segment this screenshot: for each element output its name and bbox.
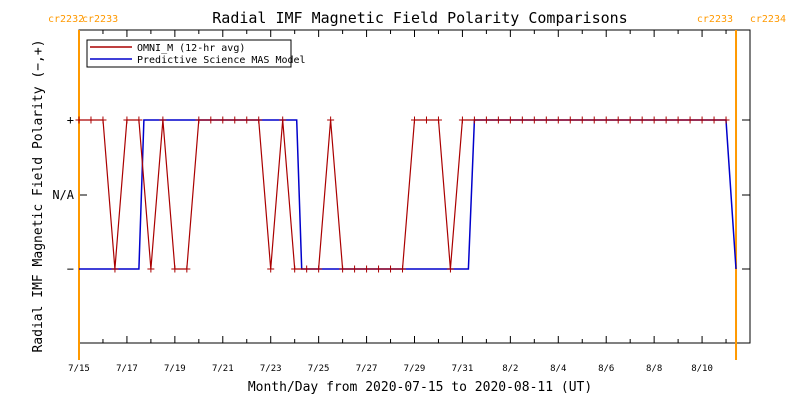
omni-point-marker (638, 116, 646, 124)
omni-point-marker (422, 116, 430, 124)
x-tick-label: 7/29 (404, 364, 426, 374)
carrington-right-label: cr2234 (750, 14, 786, 25)
omni-point-marker (698, 116, 706, 124)
omni-point-marker (255, 116, 263, 124)
omni-point-marker (722, 116, 730, 124)
series-line-omni (79, 119, 726, 270)
x-tick-label: 7/31 (452, 364, 474, 374)
omni-point-marker (183, 265, 191, 273)
omni-point-marker (662, 116, 670, 124)
carrington-left-label: cr2232 (48, 14, 84, 25)
carrington-right-label: cr2233 (82, 14, 118, 25)
omni-point-marker (99, 116, 107, 124)
omni-point-marker (542, 116, 550, 124)
axis-ticks: 7/15 7/17 7/19 7/21 7/23 7/25 7/27 7/29 7/31 8/2 8… (52, 30, 751, 374)
omni-point-marker (339, 265, 347, 273)
chart-title: Radial IMF Magnetic Field Polarity Compa… (212, 9, 627, 27)
carrington-left-label: cr2233 (697, 14, 733, 25)
plot-frame (78, 29, 751, 344)
omni-point-marker (710, 116, 718, 124)
omni-point-marker (458, 116, 466, 124)
omni-point-marker (75, 116, 83, 124)
omni-point-marker (171, 265, 179, 273)
legend-label-model: Predictive Science MAS Model (137, 55, 306, 66)
omni-point-marker (399, 265, 407, 273)
omni-point-marker (482, 116, 490, 124)
series-layer (75, 116, 737, 273)
y-axis-label: Radial IMF Magnetic Field Polarity (−,+) (31, 39, 46, 352)
omni-point-marker (315, 265, 323, 273)
omni-point-marker (267, 265, 275, 273)
x-tick-label: 8/8 (646, 364, 662, 374)
omni-point-marker (351, 265, 359, 273)
y-tick-label: − (67, 262, 74, 276)
x-tick-label: 7/19 (164, 364, 186, 374)
x-tick-label: 7/27 (356, 364, 378, 374)
omni-point-marker (219, 116, 227, 124)
omni-point-marker (518, 116, 526, 124)
omni-point-marker (530, 116, 538, 124)
x-tick-label: 8/4 (550, 364, 566, 374)
legend-label-omni: OMNI_M (12-hr avg) (137, 43, 245, 54)
omni-point-marker (231, 116, 239, 124)
omni-point-marker (566, 116, 574, 124)
x-tick-label: 7/21 (212, 364, 234, 374)
series-line-model (79, 119, 737, 270)
omni-point-marker (470, 116, 478, 124)
omni-point-marker (590, 116, 598, 124)
omni-point-marker (303, 265, 311, 273)
omni-point-marker (650, 116, 658, 124)
omni-point-marker (686, 116, 694, 124)
omni-point-marker (363, 265, 371, 273)
omni-point-marker (159, 116, 167, 124)
omni-point-marker (411, 116, 418, 124)
omni-point-marker (506, 116, 514, 124)
omni-point-marker (578, 116, 586, 124)
x-tick-label: 7/25 (308, 364, 330, 374)
y-tick-label: N/A (52, 188, 74, 202)
omni-point-marker (554, 116, 562, 124)
x-tick-label: 8/10 (691, 364, 713, 374)
legend-box (86, 39, 292, 68)
y-tick-label: + (67, 113, 74, 127)
omni-point-marker (327, 116, 335, 124)
x-axis-label: Month/Day from 2020-07-15 to 2020-08-11 … (248, 380, 592, 395)
omni-point-marker (123, 116, 131, 124)
omni-point-marker (195, 116, 203, 124)
x-tick-label: 8/2 (502, 364, 518, 374)
x-tick-label: 7/23 (260, 364, 282, 374)
omni-point-marker (375, 265, 383, 273)
omni-point-marker (147, 265, 155, 273)
omni-point-marker (446, 265, 454, 273)
omni-point-marker (387, 265, 395, 273)
legend: OMNI_M (12-hr avg) Predictive Science MA… (86, 39, 306, 68)
x-tick-label: 7/15 (68, 364, 90, 374)
omni-point-marker (243, 116, 251, 124)
omni-point-marker (111, 265, 119, 273)
omni-point-marker (279, 116, 287, 124)
omni-point-marker (494, 116, 502, 124)
omni-point-marker (614, 116, 622, 124)
omni-point-marker (87, 116, 95, 124)
omni-point-marker (434, 116, 442, 124)
omni-point-marker (602, 116, 610, 124)
omni-point-marker (135, 116, 143, 124)
x-tick-label: 7/17 (116, 364, 138, 374)
omni-point-marker (626, 116, 634, 124)
omni-point-marker (291, 265, 299, 273)
omni-point-marker (207, 116, 215, 124)
x-tick-label: 8/6 (598, 364, 614, 374)
omni-point-marker (674, 116, 682, 124)
